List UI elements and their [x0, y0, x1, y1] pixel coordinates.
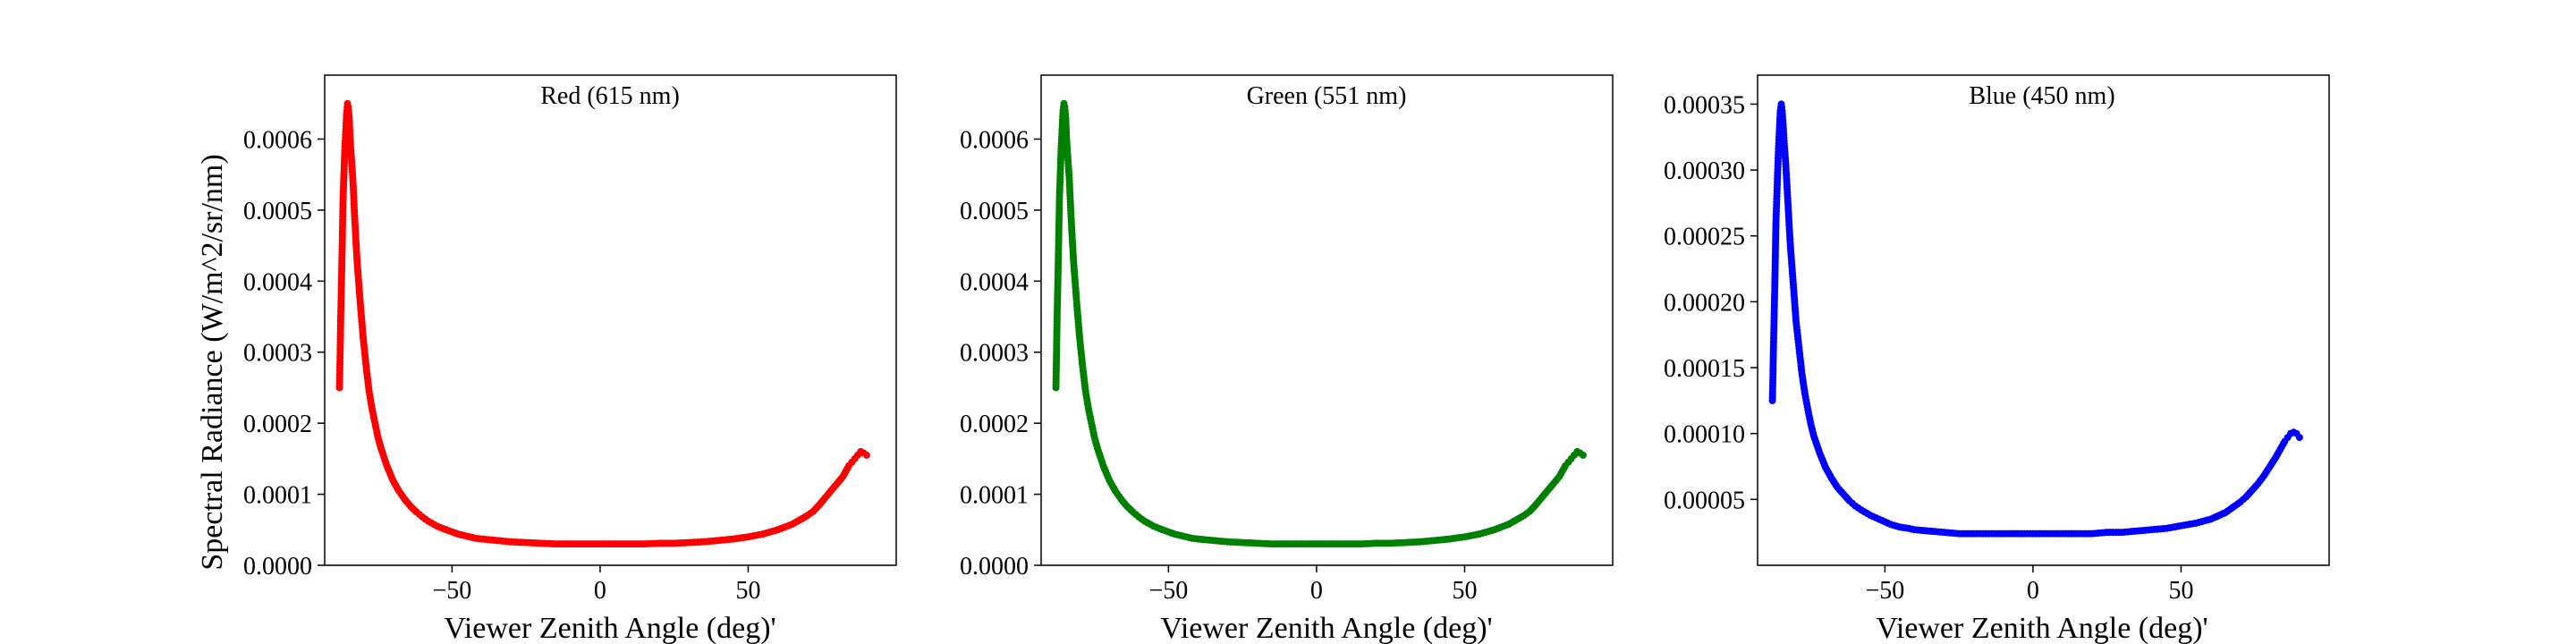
y-tick-label: 0.0005 [243, 198, 312, 225]
data-point [1579, 451, 1587, 459]
y-tick-label: 0.0002 [243, 411, 312, 438]
panel-title-blue: Blue (450 nm) [1969, 82, 2114, 110]
y-tick-label: 0.0004 [243, 268, 312, 296]
x-tick-label: −50 [1865, 577, 1904, 605]
x-tick-label: 0 [594, 577, 606, 605]
x-tick-label: 50 [1452, 577, 1477, 605]
y-tick-label: 0.00010 [1664, 421, 1745, 449]
y-tick-label: 0.0006 [960, 126, 1029, 154]
y-tick-label: 0.0000 [960, 553, 1029, 580]
data-points [335, 99, 870, 548]
y-tick-label: 0.0006 [243, 126, 312, 154]
y-tick-label: 0.00025 [1664, 224, 1745, 251]
y-tick-label: 0.00005 [1664, 487, 1745, 514]
panel-green: Green (551 nm) −50 0 50 0.0000 0.0001 0.0002 0… [960, 74, 1614, 644]
y-tick-label: 0.0000 [243, 553, 312, 580]
y-tick-label: 0.0003 [243, 340, 312, 368]
xlabel-blue: Viewer Zenith Angle (deg)' [1876, 612, 2207, 644]
y-tick-label: 0.0004 [960, 268, 1029, 296]
axes-frame [1757, 74, 2330, 566]
panel-red: Spectral Radiance (W/m^2/sr/nm) Red (615… [196, 74, 897, 644]
x-tick-label: 50 [735, 577, 760, 605]
panel-blue: Blue (450 nm) −50 0 50 0.00005 0.00010 0.0001… [1664, 74, 2330, 644]
y-tick-label: 0.00015 [1664, 355, 1745, 383]
y-tick-label: 0.00035 [1664, 91, 1745, 119]
plot-area-green: −50 0 50 0.0000 0.0001 0.0002 0.0003 0.0004 0.00… [960, 74, 1614, 605]
data-points [1052, 99, 1587, 548]
x-tick-label: 0 [2027, 577, 2039, 605]
ylabel: Spectral Radiance (W/m^2/sr/nm) [196, 154, 229, 570]
panel-title-green: Green (551 nm) [1247, 82, 1407, 110]
x-tick-label: 50 [2168, 577, 2193, 605]
xlabel-green: Viewer Zenith Angle (deg)' [1160, 612, 1492, 644]
panel-title-red: Red (615 nm) [540, 82, 680, 110]
data-points [1768, 100, 2303, 538]
xlabel-red: Viewer Zenith Angle (deg)' [444, 612, 775, 644]
y-tick-label: 0.00030 [1664, 157, 1745, 185]
data-point [862, 451, 870, 459]
y-tick-label: 0.0001 [243, 482, 312, 510]
y-tick-label: 0.0003 [960, 340, 1029, 368]
plot-area-blue: −50 0 50 0.00005 0.00010 0.00015 0.00020 0.0002… [1664, 74, 2330, 605]
plot-area-red: −50 0 50 0.0000 0.0001 0.0002 0.0003 0.0004 0.00… [243, 74, 897, 605]
data-point [2295, 434, 2303, 442]
axes-frame [1040, 74, 1614, 566]
y-tick-label: 0.0001 [960, 482, 1029, 510]
x-tick-label: −50 [432, 577, 471, 605]
x-tick-label: −50 [1148, 577, 1188, 605]
y-tick-label: 0.0005 [960, 198, 1029, 225]
x-tick-label: 0 [1310, 577, 1323, 605]
axes-frame [324, 74, 897, 566]
y-tick-label: 0.0002 [960, 411, 1029, 438]
y-tick-label: 0.00020 [1664, 289, 1745, 317]
